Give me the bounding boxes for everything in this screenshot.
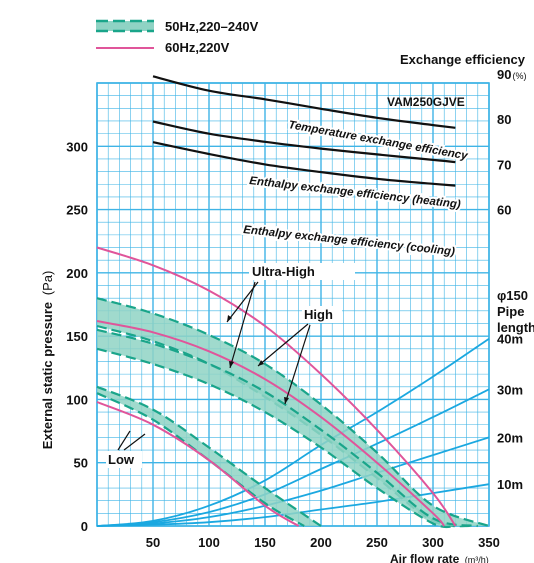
x-axis-label-text: Air flow rate [390,552,460,563]
band-upper-High [96,328,478,528]
fan60-curve-High [96,320,445,527]
band-upper-Ultra-High [96,297,490,528]
y-right-tick-80: 80 [497,112,511,127]
y-tick-300: 300 [66,139,88,154]
y-tick-150: 150 [66,329,88,344]
band-fill-High [97,329,478,528]
pipe-resistance-curves: 40m 30m 20m 10m [96,332,523,527]
pipe-label-40m: 40m [497,332,523,347]
fan60-curve-Ultra-High [96,246,457,527]
pipe-curve-20m [96,436,490,527]
right-axis-title: Exchange efficiency [400,52,526,67]
x-tick-250: 250 [366,535,388,550]
arrow-low-1 [117,430,131,451]
arrow-high-2 [284,324,311,405]
pipe-curve-40m [96,337,490,527]
y-tick-50: 50 [74,456,88,471]
annotation-low: Low [108,452,135,467]
annotations: Ultra-High High Low [106,263,355,468]
x-tick-300: 300 [422,535,444,550]
y-tick-200: 200 [66,266,88,281]
annotation-ultra-high: Ultra-High [252,264,315,279]
x-tick-100: 100 [198,535,220,550]
pipe-label-line-3: length [497,320,534,335]
pipe-label-20m: 20m [497,430,523,445]
y-right-unit: (%) [512,71,526,81]
plot-area [97,83,489,526]
y-right-tick-70: 70 [497,157,511,172]
legend-label-50hz: 50Hz,220–240V [165,19,259,34]
y-axis-label-text: External static pressure [40,302,55,449]
fan-bands-50hz [96,297,490,529]
pipe-label-line-2: Pipe [497,304,524,319]
legend-swatch-50hz [96,21,154,31]
x-tick-200: 200 [310,535,332,550]
y-tick-250: 250 [66,203,88,218]
x-axis-label: Air flow rate (m³/h) [390,552,489,563]
efficiency-curve-2 [152,141,456,187]
pipe-label-line-1: φ150 [497,288,528,303]
pipe-label-10m: 10m [497,477,523,492]
annotation-high: High [304,307,333,322]
band-lower-High [96,347,456,529]
x-tick-150: 150 [254,535,276,550]
efficiency-curve-0 [152,75,456,129]
x-tick-50: 50 [146,535,160,550]
y-tick-100: 100 [66,392,88,407]
pipe-label: φ150 Pipe length [497,288,534,335]
axis-ticks: 50 100 150 200 250 300 350 0 50 100 150 200 250 300 60… [66,67,526,550]
pipe-curve-30m [96,388,490,527]
y-axis-label-unit: (Pa) [40,271,55,296]
y-right-tick-60: 60 [497,203,511,218]
arrow-high-1 [257,323,309,367]
band-fill-Low [97,386,321,526]
arrow-low-2 [123,433,146,451]
y-tick-0: 0 [81,519,88,534]
fan60-curve-Low [96,401,300,527]
model-label: VAM250GJVE [387,95,465,109]
y-right-tick-90: 90(%) [497,67,526,82]
band-upper-Low [96,385,322,527]
y-axis-label: External static pressure (Pa) [40,271,55,450]
band-lower-Low [96,392,305,527]
pipe-label-30m: 30m [497,382,523,397]
legend-label-60hz: 60Hz,220V [165,40,230,55]
efficiency-curve-1 [152,120,456,164]
fan-curves-60hz [96,246,457,527]
x-tick-350: 350 [478,535,500,550]
arrow-ultra-high-2 [229,281,256,369]
x-axis-label-unit: (m³/h) [465,555,489,563]
legend: 50Hz,220–240V 60Hz,220V [96,19,259,55]
